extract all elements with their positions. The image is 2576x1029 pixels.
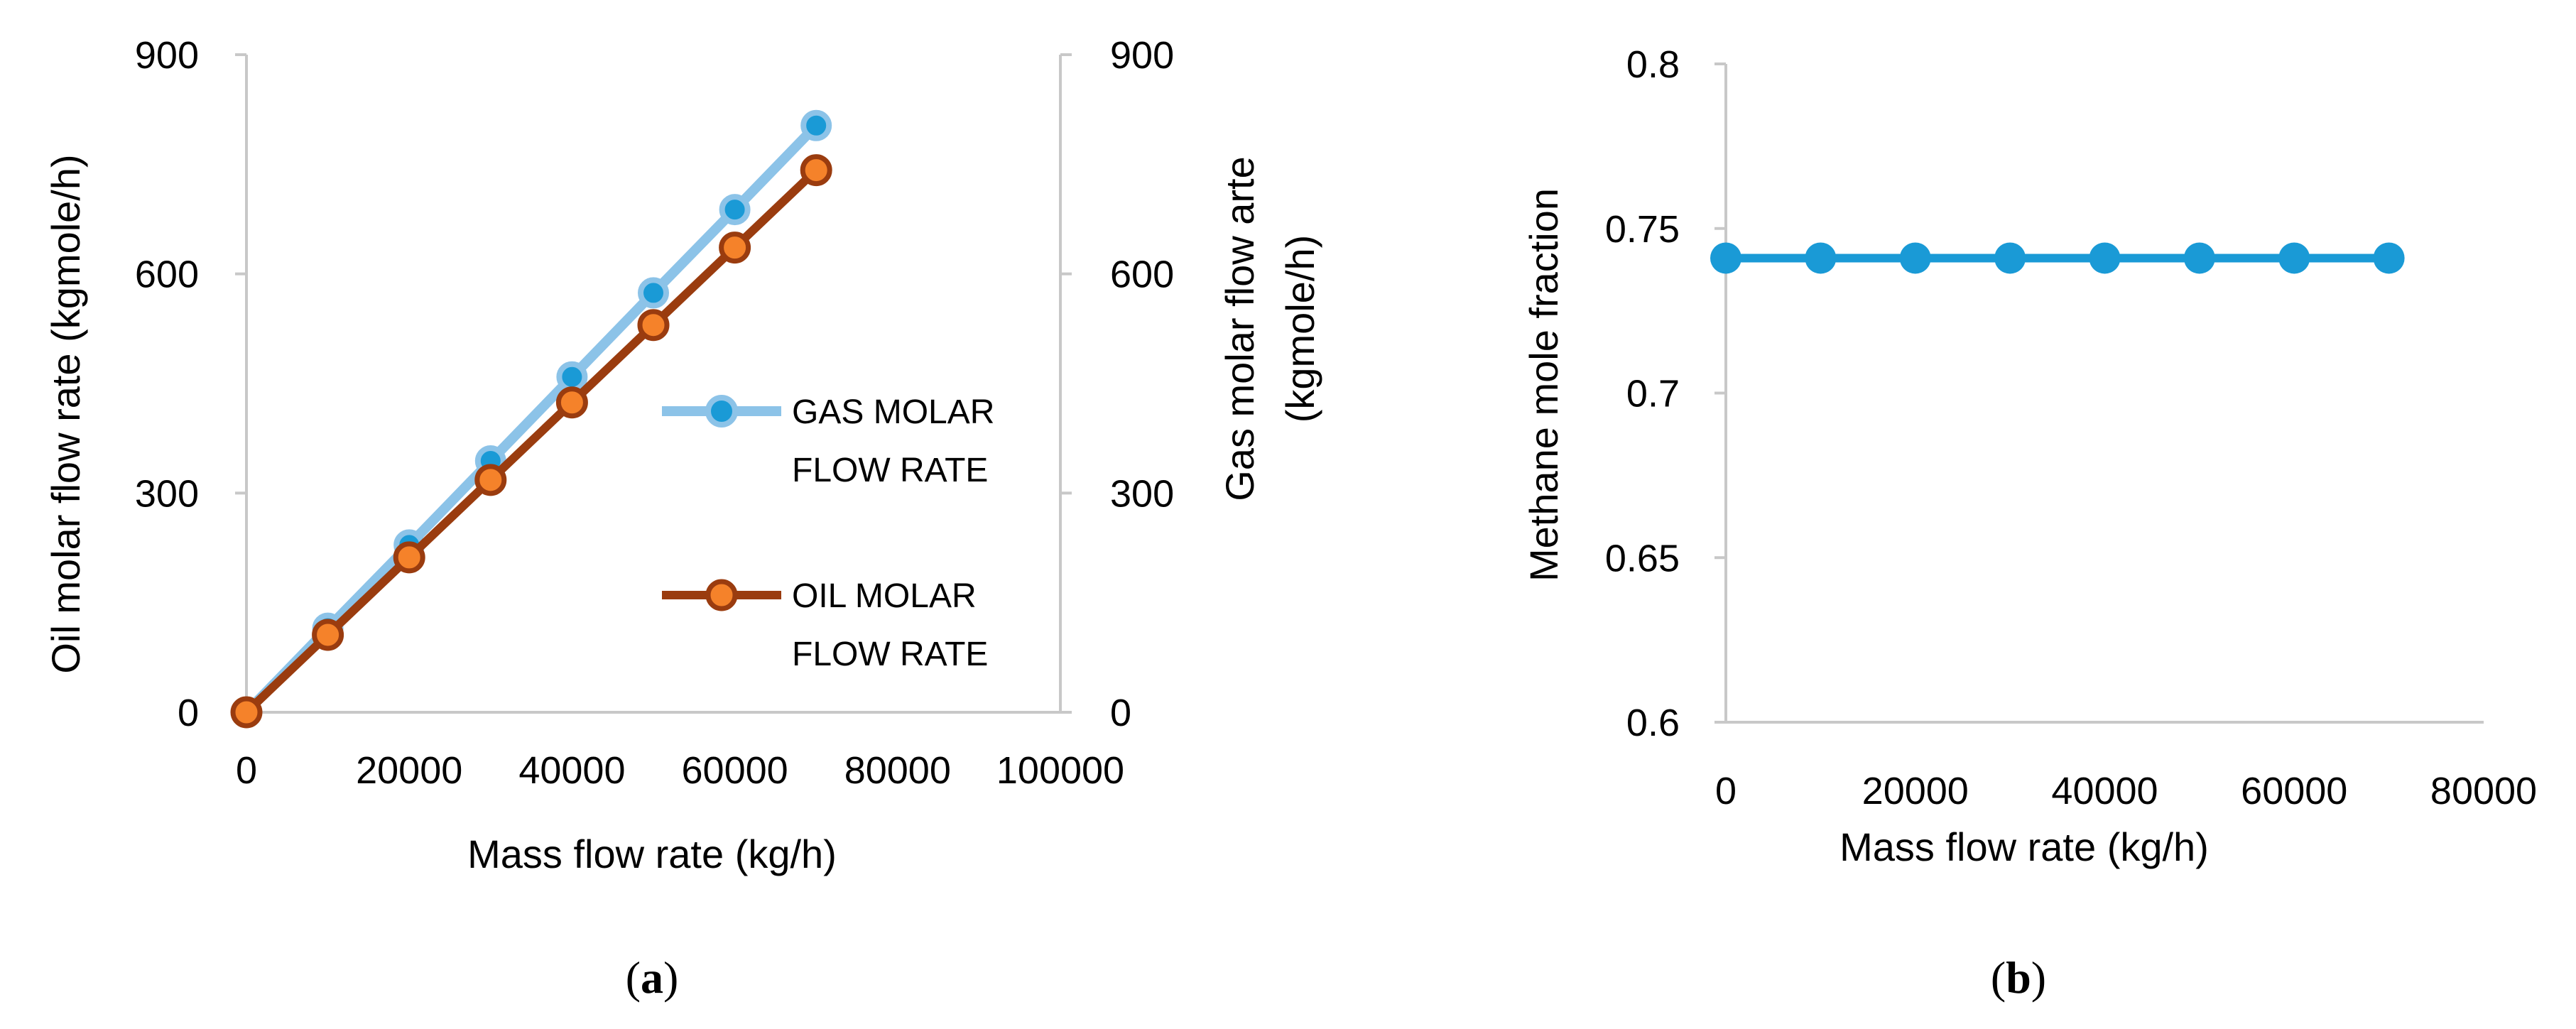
chart-a-y2-tick-label: 0 bbox=[1110, 692, 1131, 734]
chart-a-series bbox=[230, 109, 832, 729]
methane-data-point bbox=[2278, 242, 2310, 274]
chart-b-axes: 0.6 0.65 0.7 0.75 0.8 0 20000 40000 60000 80000 bbox=[1605, 43, 2537, 812]
chart-a-y2-tick-label: 600 bbox=[1110, 254, 1174, 296]
oil-series-line bbox=[243, 167, 820, 716]
chart-b-x-tick-label: 40000 bbox=[2051, 770, 2158, 812]
chart-b-caption-letter: b bbox=[2006, 952, 2031, 1003]
gas-data-point bbox=[638, 277, 669, 309]
legend-oil-label-line1: OIL MOLAR bbox=[792, 577, 977, 615]
legend-oil-label-line2: FLOW RATE bbox=[792, 636, 988, 673]
methane-data-point bbox=[1805, 242, 1837, 274]
legend-gas-label-line2: FLOW RATE bbox=[792, 452, 988, 489]
legend-gas-label-line1: GAS MOLAR bbox=[792, 393, 994, 431]
chart-b: 0.6 0.65 0.7 0.75 0.8 0 20000 40000 60000 80000 M… bbox=[1521, 43, 2537, 1003]
chart-a-y-axis-label: Oil molar flow rate (kgmole/h) bbox=[43, 154, 88, 673]
chart-a-y2-axis-label-line1: Gas molar flow arte bbox=[1217, 156, 1262, 501]
chart-b-x-axis-label: Mass flow rate (kg/h) bbox=[1839, 824, 2209, 869]
methane-data-point bbox=[2089, 242, 2121, 274]
chart-b-caption: (b) bbox=[1991, 952, 2046, 1003]
oil-data-point bbox=[800, 154, 832, 187]
chart-a-y2-tick-label: 900 bbox=[1110, 34, 1174, 77]
oil-data-point bbox=[637, 309, 670, 342]
chart-b-x-tick-label: 80000 bbox=[2430, 770, 2537, 812]
chart-a-y-tick-label: 300 bbox=[135, 472, 199, 515]
methane-data-point bbox=[1899, 242, 1931, 274]
gas-data-point bbox=[719, 194, 751, 226]
chart-b-y-tick-label: 0.65 bbox=[1605, 537, 1680, 579]
methane-data-point bbox=[1994, 242, 2026, 274]
methane-data-point bbox=[2373, 242, 2405, 274]
chart-a-y-tick-label: 900 bbox=[135, 34, 199, 77]
oil-data-point bbox=[230, 696, 263, 729]
chart-b-series bbox=[1710, 242, 2405, 274]
legend-oil-marker bbox=[705, 579, 738, 611]
chart-b-y-tick-label: 0.7 bbox=[1626, 373, 1680, 415]
oil-data-point bbox=[719, 232, 751, 264]
chart-b-x-tick-label: 20000 bbox=[1862, 770, 1969, 812]
chart-a-x-tick-label: 60000 bbox=[682, 749, 788, 792]
chart-a: 0 300 600 900 0 300 600 900 0 20000 40000 60000 8000… bbox=[43, 34, 1322, 1003]
chart-a-x-tick-label: 0 bbox=[236, 749, 257, 792]
methane-data-point bbox=[2183, 242, 2215, 274]
chart-a-axes: 0 300 600 900 0 300 600 900 0 20000 40000 60000 8000… bbox=[135, 34, 1174, 792]
chart-a-x-tick-label: 100000 bbox=[996, 749, 1124, 792]
oil-data-point bbox=[555, 386, 588, 419]
chart-b-y-tick-label: 0.8 bbox=[1626, 43, 1680, 86]
chart-a-caption-letter: a bbox=[641, 952, 663, 1003]
chart-b-y-tick-label: 0.75 bbox=[1605, 208, 1680, 251]
chart-a-y-tick-label: 0 bbox=[178, 692, 199, 734]
chart-a-caption: (a) bbox=[626, 952, 679, 1003]
chart-b-y-axis-label: Methane mole fraction bbox=[1521, 188, 1566, 582]
oil-data-point bbox=[393, 541, 425, 574]
chart-a-x-tick-label: 40000 bbox=[518, 749, 625, 792]
legend-gas-marker bbox=[705, 395, 738, 428]
gas-data-point bbox=[800, 109, 832, 141]
chart-a-y-tick-label: 600 bbox=[135, 254, 199, 296]
methane-data-point bbox=[1710, 242, 1741, 274]
chart-a-legend: GAS MOLAR FLOW RATE OIL MOLAR FLOW RATE bbox=[662, 393, 994, 673]
chart-a-y2-axis-label-line2: (kgmole/h) bbox=[1278, 235, 1322, 423]
oil-data-point bbox=[474, 464, 507, 496]
oil-data-point bbox=[312, 619, 344, 651]
gas-series-line bbox=[242, 121, 820, 716]
gas-data-point bbox=[556, 361, 588, 393]
chart-b-x-tick-label: 0 bbox=[1715, 770, 1737, 812]
chart-a-x-tick-label: 20000 bbox=[356, 749, 462, 792]
chart-b-y-tick-label: 0.6 bbox=[1626, 702, 1680, 744]
chart-a-y2-tick-label: 300 bbox=[1110, 472, 1174, 515]
chart-a-x-tick-label: 80000 bbox=[844, 749, 951, 792]
chart-b-x-tick-label: 60000 bbox=[2241, 770, 2347, 812]
chart-a-x-axis-label: Mass flow rate (kg/h) bbox=[467, 832, 837, 876]
